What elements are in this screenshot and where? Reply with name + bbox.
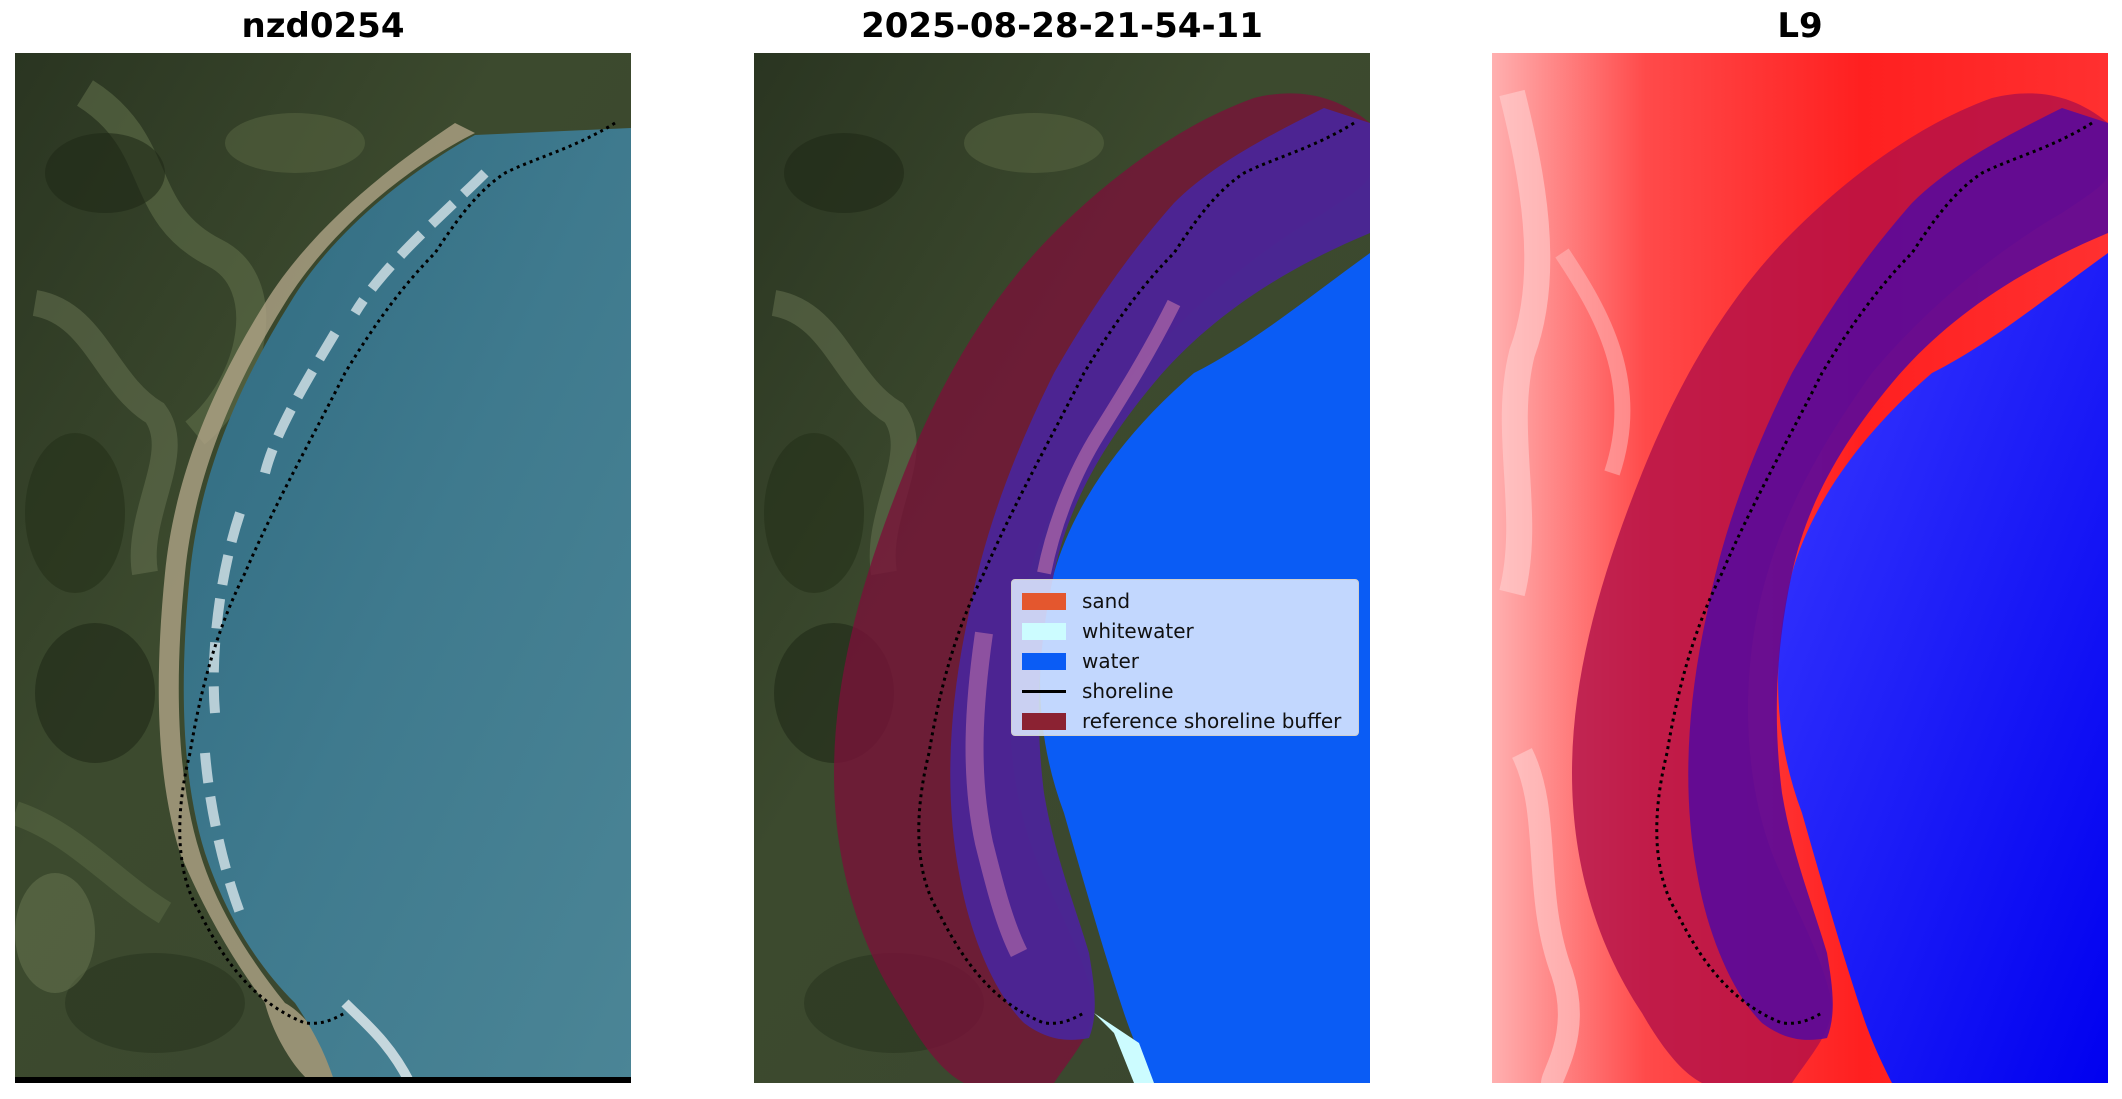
buffer-swatch xyxy=(1022,712,1066,730)
buffer-water-overlap xyxy=(1688,108,2108,1040)
buffer-water-overlap xyxy=(950,108,1370,1040)
satellite-image-panel xyxy=(15,53,631,1083)
legend-item-water: water xyxy=(1022,646,1348,676)
classification-image xyxy=(754,53,1370,1083)
legend-label: reference shoreline buffer xyxy=(1082,709,1342,733)
whitewater-swatch xyxy=(1022,622,1066,640)
legend-label: shoreline xyxy=(1082,679,1174,703)
panel-title-satellite: nzd0254 xyxy=(241,6,405,46)
shoreline-line-swatch xyxy=(1022,689,1066,693)
legend-item-shoreline: shoreline xyxy=(1022,676,1348,706)
water-swatch xyxy=(1022,652,1066,670)
index-image xyxy=(1492,53,2108,1083)
panel-title-classification: 2025-08-28-21-54-11 xyxy=(861,6,1263,46)
legend: sand whitewater water shoreline referenc… xyxy=(1011,579,1359,736)
index-panel xyxy=(1492,53,2108,1083)
legend-label: whitewater xyxy=(1082,619,1194,643)
legend-item-buffer: reference shoreline buffer xyxy=(1022,706,1348,736)
legend-label: water xyxy=(1082,649,1139,673)
index-water-region xyxy=(1778,253,2108,1083)
satellite-image xyxy=(15,53,631,1083)
panel-title-index: L9 xyxy=(1777,6,1823,46)
legend-item-sand: sand xyxy=(1022,586,1348,616)
classification-panel xyxy=(754,53,1370,1083)
legend-item-whitewater: whitewater xyxy=(1022,616,1348,646)
legend-label: sand xyxy=(1082,589,1131,613)
shoreline-line xyxy=(917,121,1355,1025)
shoreline-line xyxy=(1655,121,2093,1025)
sand-swatch xyxy=(1022,592,1066,610)
shoreline-line xyxy=(178,121,616,1025)
